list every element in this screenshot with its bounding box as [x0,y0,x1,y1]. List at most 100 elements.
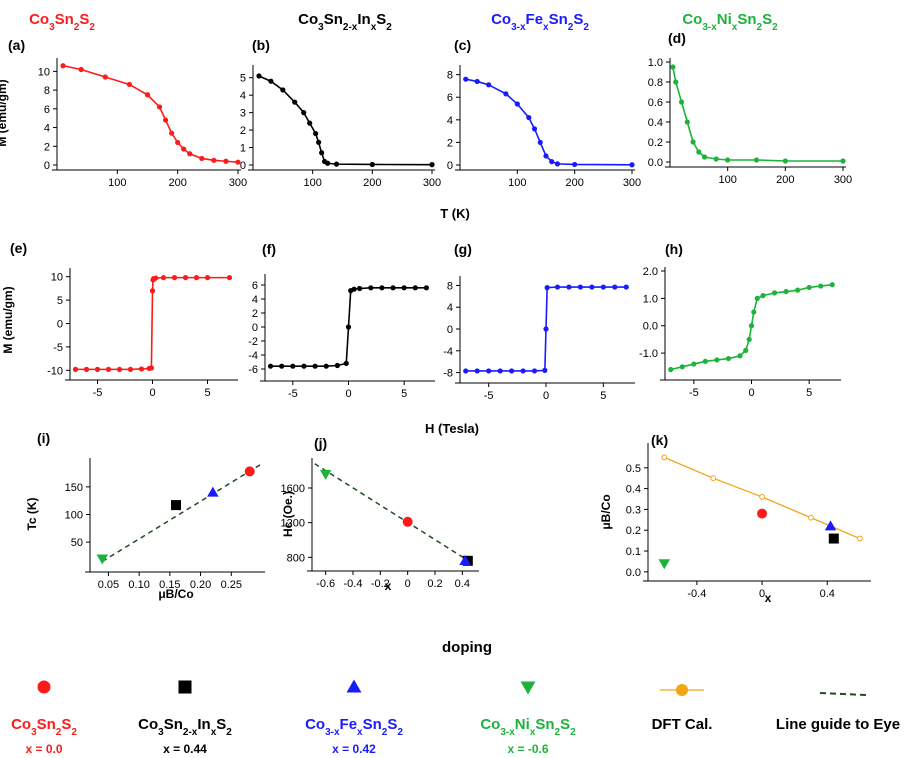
data-point [463,368,469,374]
panel-label: (h) [665,241,683,257]
data-point [235,159,241,165]
data-point [840,158,846,164]
guide-line [314,463,471,563]
x-tick-label: -5 [689,387,699,399]
data-point [169,130,175,136]
panel-label: (b) [252,37,270,53]
data-point [290,363,296,369]
data-point [333,161,340,167]
y-tick-label: -6 [248,364,258,376]
x-axis-label: μB/Co [158,587,193,601]
legend-formula: Co3Sn2-xInxS2 [138,716,232,738]
panel-label: (d) [668,30,686,46]
y-tick-label: 0.6 [648,97,663,109]
data-point [267,363,274,369]
dft-point [661,454,668,461]
legend-item-4: Co3-xNixSn2S2 x = -0.6 [480,681,576,756]
legend-marker-circle [37,680,51,694]
data-point [345,324,352,330]
legend-text: Line guide to Eye [776,716,900,733]
data-point [292,99,298,105]
data-point [690,139,696,145]
panel-i: (i) 0.05 0.10 0.15 0.20 0.25 50 100 150 Tc (K) μB/… [25,430,265,601]
data-point-triangle-down [658,559,671,570]
dft-point [759,494,765,500]
data-point [204,275,211,281]
data-point [549,159,555,165]
data-point [463,76,469,82]
data-point [670,64,676,70]
y-tick-label: 6 [252,280,258,292]
data-point [199,155,205,162]
y-tick-label: 5 [240,73,246,85]
data-point-triangle-up [459,555,471,566]
panel-h: (h) -5 0 5 -1.0 0.0 1.0 2.0 [639,241,841,399]
x-tick-label: 0.25 [221,579,242,591]
data-point [673,79,679,85]
legend-formula: Co3Sn2S2 [11,716,77,738]
y-tick-label: -8 [443,368,453,380]
data-point [156,104,163,110]
column-headers: Co3Sn2S2 Co3Sn2-xInxS2 Co3-xFexSn2S2 Co3-xN… [29,11,778,33]
data-point [94,366,101,372]
y-tick-label: 800 [287,552,305,564]
y-tick-label: 8 [447,280,453,292]
series-line [465,78,633,166]
data-point [171,275,178,281]
data-point [223,158,229,164]
x-tick-label: -0.6 [316,578,335,590]
data-point [319,150,325,156]
legend-doping-note: x = -0.6 [507,742,548,756]
panel-label: (e) [10,240,27,256]
data-point [486,82,492,88]
y-axis-label: μB/Co [599,494,613,529]
y-tick-label: 0 [44,160,50,172]
panel-label: (k) [651,432,668,448]
data-point [175,139,181,146]
y-tick-label: -4 [443,346,453,358]
data-point [116,366,123,372]
data-point [725,355,732,362]
y-tick-label: 10 [38,66,50,78]
data-point [543,326,549,332]
data-point [390,285,396,291]
x-tick-label: 200 [565,177,583,189]
panel-label: (f) [262,241,276,257]
data-point [148,365,154,371]
data-point [829,282,835,288]
data-point [187,151,193,157]
mh-x-axis-label: H (Tesla) [425,421,479,436]
data-point [795,287,801,293]
data-point [771,290,778,296]
x-tick-label: 0.4 [820,588,835,600]
y-tick-label: 100 [65,510,83,522]
data-point [307,120,313,126]
data-point [537,139,543,146]
x-axis-label: x [385,579,392,593]
mt-x-axis-label: T (K) [440,206,470,221]
panel-label: (c) [454,37,471,53]
data-point [612,284,618,290]
y-tick-label: 0.4 [626,484,641,496]
data-point [193,275,200,281]
y-tick-label: 3 [240,108,246,120]
y-axis-label: M (emu/gm) [1,286,15,353]
data-point [497,368,503,374]
y-tick-label: 0 [447,160,453,172]
x-tick-label: 5 [204,387,210,399]
data-point [543,153,549,159]
data-point-triangle-up [824,520,837,531]
data-point-circle [757,508,768,519]
y-tick-label: 1 [240,143,246,155]
data-point [127,366,134,372]
data-point [256,73,262,79]
data-point [334,362,340,369]
y-tick-label: -5 [53,342,63,354]
legend-guide-line [819,692,867,696]
y-tick-label: 4 [447,115,453,127]
x-tick-label: 0.20 [190,579,211,591]
x-tick-label: 0.15 [159,579,180,591]
data-point [600,284,606,290]
data-point [754,295,760,301]
